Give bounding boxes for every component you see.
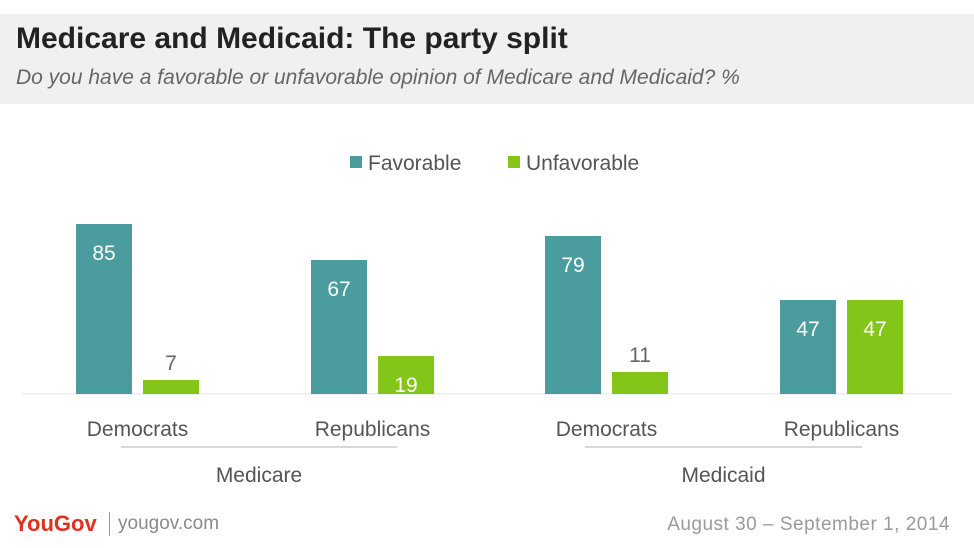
group-label: Medicaid: [681, 464, 765, 487]
legend-swatch-favorable: [350, 156, 362, 168]
bar-favorable: [780, 300, 836, 394]
chart-title: Medicare and Medicaid: The party split: [16, 22, 568, 55]
data-label-favorable: 85: [92, 242, 115, 265]
data-label-favorable: 79: [561, 254, 584, 277]
bar-favorable: [545, 236, 601, 394]
data-label-unfavorable: 11: [629, 344, 651, 367]
category-label: Republicans: [315, 418, 431, 441]
data-label-favorable: 47: [796, 318, 819, 341]
yougov-logo: YouGov: [14, 511, 97, 536]
legend-label-favorable: Favorable: [368, 152, 461, 175]
bar-unfavorable: [143, 380, 199, 394]
category-label: Democrats: [556, 418, 658, 441]
category-label: Democrats: [87, 418, 189, 441]
bar-favorable: [311, 260, 367, 394]
data-label-unfavorable: 19: [394, 374, 417, 397]
legend-swatch-unfavorable: [508, 156, 520, 168]
footer-divider: [109, 512, 110, 536]
legend-label-unfavorable: Unfavorable: [526, 152, 639, 175]
data-label-favorable: 67: [327, 278, 350, 301]
chart-subtitle: Do you have a favorable or unfavorable o…: [16, 66, 740, 89]
survey-date: August 30 – September 1, 2014: [667, 514, 950, 535]
bar-unfavorable: [378, 356, 434, 394]
bar-favorable: [76, 224, 132, 394]
bar-unfavorable: [847, 300, 903, 394]
category-label: Republicans: [784, 418, 900, 441]
data-label-unfavorable: 7: [165, 352, 177, 375]
data-label-unfavorable: 47: [863, 318, 886, 341]
footer-url: yougov.com: [118, 513, 220, 534]
header-band: Medicare and Medicaid: The party split D…: [0, 14, 974, 104]
bar-unfavorable: [612, 372, 668, 394]
group-label: Medicare: [216, 464, 302, 487]
